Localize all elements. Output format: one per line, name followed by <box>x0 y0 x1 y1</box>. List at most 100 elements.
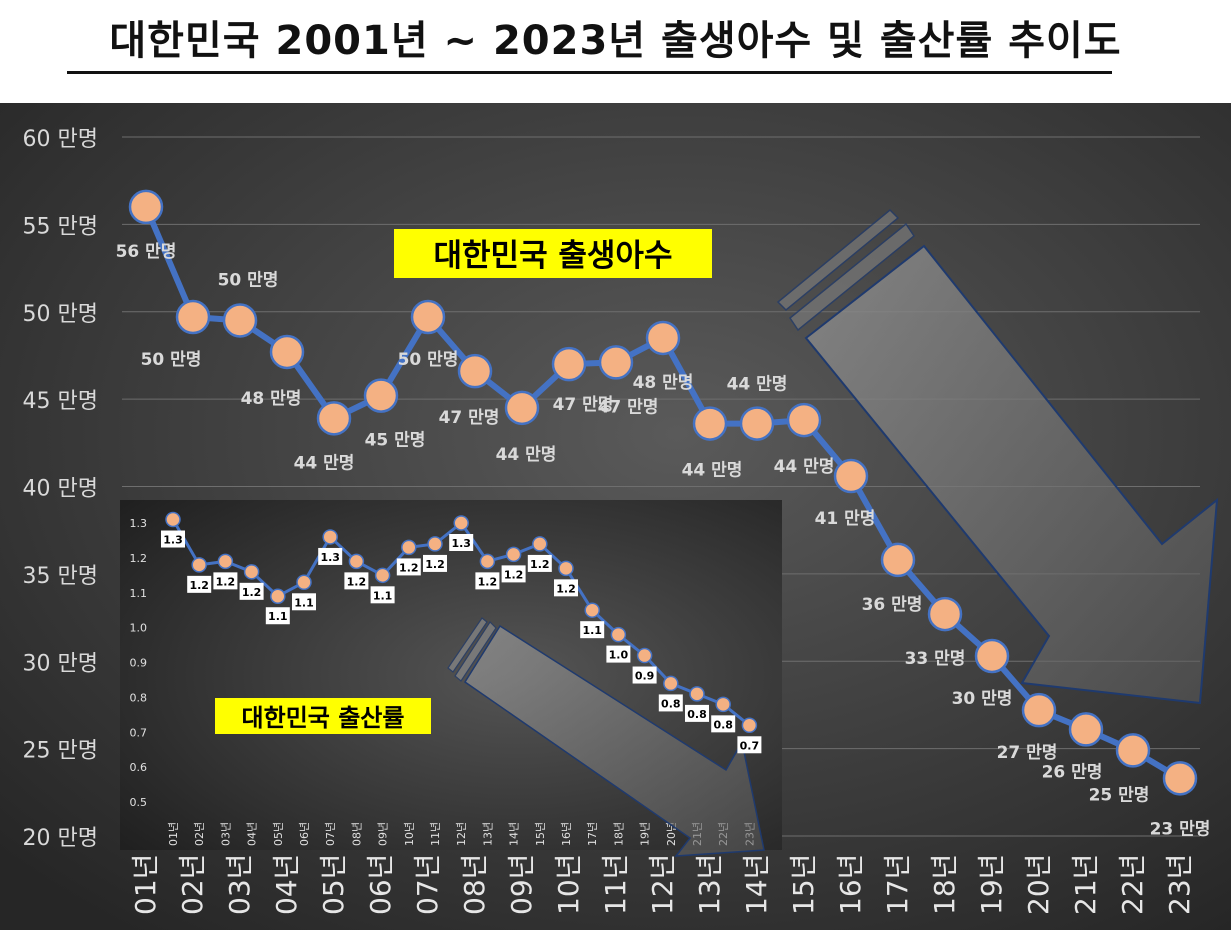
main-x-tick-label: 23년 <box>1163 854 1196 915</box>
main-data-label: 47 만명 <box>598 397 659 417</box>
inset-y-tick-label: 1.2 <box>130 552 148 565</box>
inset-data-point <box>741 717 758 734</box>
inset-data-label: 1.2 <box>527 554 552 572</box>
main-data-point <box>927 596 963 632</box>
main-data-label: 36 만명 <box>862 595 923 615</box>
main-data-label: 44 만명 <box>294 453 355 473</box>
main-data-label: 50 만명 <box>141 350 202 370</box>
main-chart-title: 대한민국 출생아수 <box>394 229 712 278</box>
inset-data-point <box>479 553 496 570</box>
inset-data-point <box>453 515 469 531</box>
inset-y-axis: 1.3 1.2 1.1 1.0 0.9 0.8 0.7 0.6 0.5 <box>130 517 148 809</box>
inset-data-label-text: 0.8 <box>687 708 707 721</box>
main-y-tick-label: 55 만명 <box>23 214 98 239</box>
inset-data-label: 1.2 <box>501 565 526 583</box>
inset-x-tick-label: 19년 <box>639 822 652 846</box>
inset-data-label-text: 1.2 <box>530 558 550 571</box>
inset-data-point <box>165 511 181 528</box>
inset-data-label: 0.8 <box>658 694 683 712</box>
inset-data-point <box>243 564 260 580</box>
main-data-point <box>269 334 305 370</box>
main-data-point <box>739 406 775 441</box>
inset-y-tick-label: 0.8 <box>130 691 148 704</box>
main-data-labels: 56 만명 50 만명 50 만명 48 만명 44 만명 45 만명 50 만명 47 만명… <box>116 242 1211 839</box>
main-y-tick-label: 40 만명 <box>23 477 98 502</box>
main-data-point <box>128 189 164 225</box>
main-x-tick-label: 20년 <box>1022 854 1055 915</box>
inset-data-label: 1.2 <box>187 575 212 593</box>
inset-data-point <box>558 560 574 577</box>
main-y-tick-label: 50 만명 <box>23 302 98 327</box>
inset-data-label: 1.2 <box>344 572 369 590</box>
inset-data-label: 1.2 <box>423 554 447 572</box>
inset-data-label: 1.3 <box>318 547 343 565</box>
inset-data-label: 1.1 <box>265 607 290 625</box>
main-data-label: 27 만명 <box>997 743 1058 763</box>
main-data-label: 23 만명 <box>1150 819 1211 839</box>
inset-data-label-box <box>265 607 290 625</box>
inset-data-label: 0.9 <box>632 666 657 684</box>
inset-data-label-box <box>161 530 185 548</box>
inset-data-label-text: 1.3 <box>163 534 183 547</box>
inset-data-label: 1.3 <box>449 534 474 551</box>
main-data-label: 48 만명 <box>241 389 302 409</box>
main-y-tick-label: 30 만명 <box>23 651 98 676</box>
inset-x-tick-label: 12년 <box>455 822 468 846</box>
inset-x-tick-label: 06년 <box>298 822 311 846</box>
inset-data-label-box <box>396 558 421 576</box>
inset-x-tick-label: 01년 <box>167 822 180 846</box>
main-y-tick-label: 25 만명 <box>23 739 98 764</box>
main-data-point <box>363 378 399 413</box>
main-x-tick-label: 14년 <box>740 854 773 915</box>
inset-data-label-text: 1.2 <box>425 558 445 571</box>
inset-data-label: 0.7 <box>737 736 762 754</box>
main-y-tick-label: 20 만명 <box>23 826 98 851</box>
main-x-tick-label: 07년 <box>411 854 444 915</box>
inset-y-tick-label: 1.0 <box>130 622 148 635</box>
inset-data-label-text: 1.2 <box>216 575 236 588</box>
main-x-tick-label: 05년 <box>317 854 350 915</box>
main-y-tick-label: 60 만명 <box>23 127 98 152</box>
inset-data-label: 1.0 <box>606 645 631 663</box>
main-data-label: 47 만명 <box>553 395 614 415</box>
inset-data-label-text: 0.8 <box>661 697 681 710</box>
main-trend-arrow <box>776 208 1219 705</box>
inset-data-label-text: 1.2 <box>242 586 262 599</box>
main-data-point <box>692 406 728 441</box>
main-x-tick-label: 19년 <box>975 854 1008 915</box>
main-data-point <box>504 390 540 426</box>
inset-data-label-box <box>737 736 762 754</box>
main-x-tick-label: 22년 <box>1116 854 1149 915</box>
inset-x-tick-label: 08년 <box>350 822 363 846</box>
inset-data-label-text: 1.2 <box>189 579 209 592</box>
main-data-point <box>222 303 258 338</box>
inset-data-label-box <box>527 554 552 572</box>
main-series <box>128 189 1198 796</box>
inset-data-label-box <box>711 715 736 733</box>
inset-x-tick-label: 18년 <box>612 822 625 846</box>
main-x-tick-label: 03년 <box>223 854 256 915</box>
main-x-tick-label: 13년 <box>693 854 726 915</box>
inset-data-label-text: 0.9 <box>635 670 655 683</box>
main-x-tick-label: 16년 <box>834 854 867 915</box>
inset-data-label: 1.3 <box>161 530 185 548</box>
main-x-tick-label: 17년 <box>881 854 914 915</box>
inset-data-label: 1.2 <box>396 558 421 576</box>
main-data-label: 48 만명 <box>633 373 694 393</box>
main-data-point <box>1021 692 1057 728</box>
inset-data-label: 1.2 <box>213 572 238 590</box>
main-y-tick-label: 35 만명 <box>23 564 98 589</box>
inset-data-label-text: 1.2 <box>399 561 419 574</box>
inset-data-label-text: 1.2 <box>478 575 498 588</box>
inset-data-label-box <box>554 579 578 597</box>
inset-data-point <box>689 686 705 702</box>
main-x-tick-label: 21년 <box>1069 854 1102 915</box>
inset-data-point <box>610 626 627 643</box>
page-title: 대한민국 2001년 ~ 2023년 출생아수 및 출산률 추이도 <box>109 18 1122 64</box>
inset-data-label-box <box>344 572 369 590</box>
inset-data-label: 0.8 <box>711 715 736 733</box>
main-title-text: 대한민국 출생아수 <box>434 238 673 274</box>
inset-data-point <box>663 675 679 692</box>
main-x-tick-label: 11년 <box>599 854 632 915</box>
